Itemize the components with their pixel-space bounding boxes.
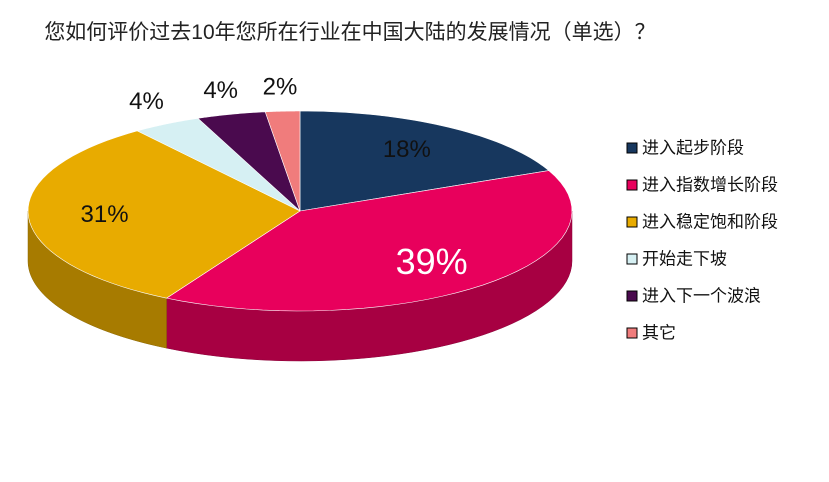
pie-slice — [165, 170, 573, 312]
pie-slice — [264, 110, 301, 212]
legend-label: 其它 — [642, 323, 676, 342]
data-label: 2% — [263, 74, 298, 101]
pie-slice — [197, 111, 301, 212]
legend-swatch — [626, 142, 638, 154]
pie-slice — [299, 110, 550, 212]
pie-slice — [136, 117, 301, 212]
legend-swatch — [626, 290, 638, 302]
data-label: 18% — [383, 136, 431, 163]
legend-label: 进入下一个波浪 — [642, 286, 761, 305]
legend-swatch — [626, 216, 638, 228]
legend-swatch — [626, 253, 638, 265]
pie-slice — [27, 130, 301, 299]
data-label: 4% — [203, 77, 238, 104]
data-label: 39% — [396, 241, 468, 282]
legend-label: 进入稳定饱和阶段 — [642, 212, 778, 231]
data-label: 4% — [129, 88, 164, 115]
legend-label: 进入指数增长阶段 — [642, 175, 778, 194]
legend-label: 进入起步阶段 — [642, 138, 744, 157]
chart-title: 您如何评价过去10年您所在行业在中国大陆的发展情况（单选）？ — [44, 21, 656, 44]
legend-swatch — [626, 179, 638, 191]
data-label: 31% — [81, 201, 129, 228]
legend-label: 开始走下坡 — [642, 249, 727, 268]
legend-swatch — [626, 327, 638, 339]
